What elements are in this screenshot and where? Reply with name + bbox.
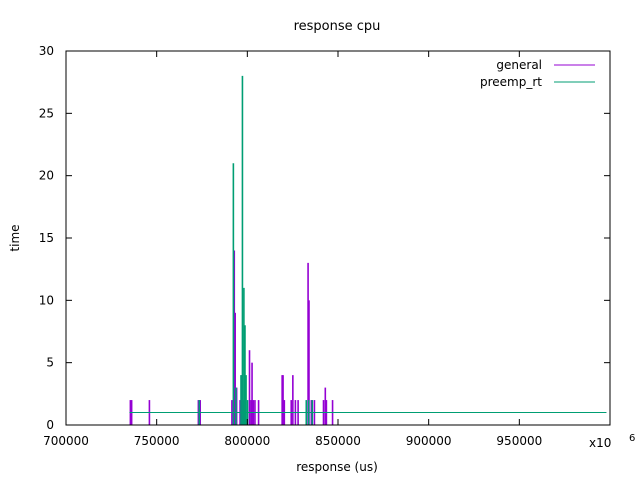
x-scale-exponent: 6: [629, 433, 635, 444]
legend-label-general: general: [496, 58, 542, 72]
x-axis-label: response (us): [296, 460, 378, 474]
y-tick-label: 0: [46, 418, 54, 432]
y-axis-ticks: 0 5 10 15 20 25 30: [39, 44, 610, 432]
plot-frame: [65, 50, 611, 426]
y-tick-label: 10: [39, 293, 54, 307]
y-tick-label: 30: [39, 44, 54, 58]
legend: general preemp_rt: [480, 58, 595, 89]
chart-title: response cpu: [294, 19, 381, 34]
x-axis-ticks: 700000 750000 800000 850000 900000 950000: [43, 51, 542, 448]
y-tick-label: 20: [39, 169, 54, 183]
bars-layer: [129, 75, 334, 425]
y-tick-label: 15: [39, 231, 54, 245]
x-tick-label: 850000: [315, 434, 361, 448]
legend-label-preemp_rt: preemp_rt: [480, 75, 542, 89]
y-tick-label: 25: [39, 106, 54, 120]
y-axis-label: time: [8, 224, 22, 251]
x-tick-label: 900000: [406, 434, 452, 448]
y-tick-label: 5: [46, 356, 54, 370]
x-tick-label: 950000: [496, 434, 542, 448]
x-scale-label: x10: [589, 436, 611, 450]
x-tick-label: 800000: [224, 434, 270, 448]
x-tick-label: 750000: [134, 434, 180, 448]
x-tick-label: 700000: [43, 434, 89, 448]
